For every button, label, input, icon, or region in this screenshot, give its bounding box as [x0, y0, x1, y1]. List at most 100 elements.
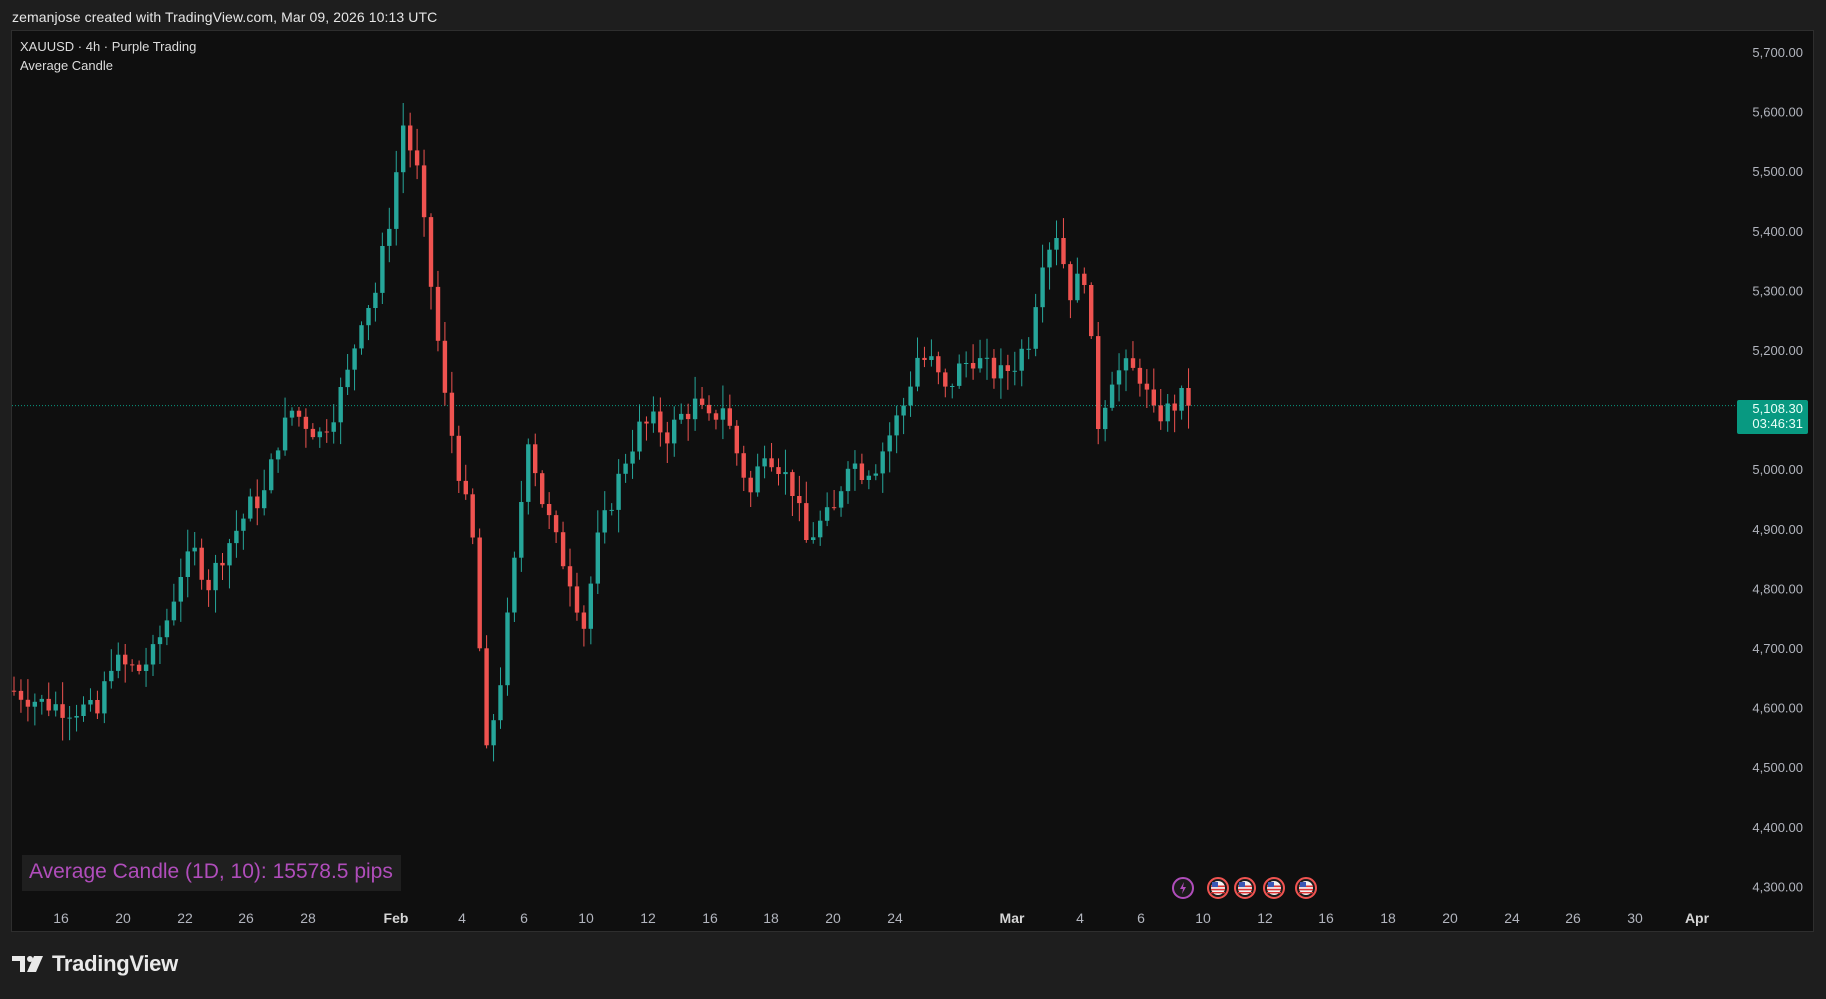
- candle: [1116, 353, 1122, 402]
- candle: [818, 510, 823, 546]
- candle: [811, 522, 816, 544]
- y-tick-label: 5,600.00: [1752, 105, 1803, 120]
- candle: [1061, 218, 1066, 269]
- candle: [95, 690, 100, 719]
- candle: [338, 377, 343, 445]
- candle: [408, 112, 413, 168]
- candle: [505, 597, 510, 696]
- candle: [255, 479, 260, 526]
- candle: [262, 469, 267, 516]
- candle: [39, 694, 44, 715]
- x-tick-label: 18: [1380, 910, 1396, 926]
- candle: [581, 605, 587, 647]
- last-price-value: 5,108.30: [1752, 401, 1803, 416]
- candle: [456, 425, 461, 493]
- candle: [984, 338, 990, 380]
- candle: [1075, 257, 1080, 303]
- indicator-legend[interactable]: Average Candle: [20, 58, 113, 73]
- indicator-value-text: Average Candle (1D, 10): 15578.5 pips: [29, 860, 393, 883]
- candle: [1151, 368, 1156, 413]
- candle: [776, 458, 781, 486]
- candle: [838, 486, 844, 517]
- us-flag-icon[interactable]: [1295, 877, 1317, 899]
- candle: [1089, 282, 1094, 339]
- candle: [1172, 394, 1177, 433]
- candle: [588, 576, 593, 645]
- candle: [630, 429, 635, 479]
- candle: [491, 714, 496, 762]
- us-flag-icon[interactable]: [1207, 877, 1229, 899]
- candle: [651, 396, 656, 433]
- candle: [345, 354, 350, 395]
- candle: [206, 569, 211, 607]
- candle: [637, 404, 642, 460]
- y-tick-label: 4,600.00: [1752, 701, 1803, 716]
- x-tick-label: 20: [825, 910, 841, 926]
- chart-pane[interactable]: [11, 30, 1814, 932]
- candle: [1165, 394, 1170, 432]
- candle: [533, 433, 538, 487]
- x-tick-label: 4: [1076, 910, 1084, 926]
- candle: [74, 704, 79, 732]
- indicator-value-box: Average Candle (1D, 10): 15578.5 pips: [22, 855, 401, 891]
- candle: [498, 667, 503, 729]
- candle: [797, 475, 802, 522]
- y-tick-label: 4,400.00: [1752, 820, 1803, 835]
- last-price-label: 5,108.30 03:46:31: [1737, 400, 1808, 434]
- y-tick-label: 5,500.00: [1752, 164, 1803, 179]
- candle: [1005, 354, 1010, 390]
- candle: [741, 445, 746, 491]
- candle: [908, 371, 913, 417]
- candle: [414, 128, 420, 180]
- x-tick-label: 18: [763, 910, 779, 926]
- candle: [442, 322, 448, 406]
- x-tick-label: 6: [1137, 910, 1145, 926]
- x-tick-label: 22: [177, 910, 193, 926]
- candle: [685, 403, 691, 441]
- y-tick-label: 4,800.00: [1752, 581, 1803, 596]
- bar-countdown: 03:46:31: [1752, 416, 1803, 431]
- candle: [484, 635, 489, 749]
- candle: [477, 528, 482, 652]
- candle: [873, 464, 878, 481]
- candle: [178, 558, 183, 622]
- candle: [755, 453, 760, 497]
- symbol-legend[interactable]: XAUUSD · 4h · Purple Trading: [20, 39, 197, 54]
- candle: [1054, 220, 1059, 266]
- candle: [602, 491, 607, 544]
- candle: [275, 447, 281, 473]
- candle: [282, 397, 288, 456]
- candle: [665, 421, 670, 463]
- candle: [157, 625, 163, 664]
- candle: [1137, 358, 1143, 397]
- candle: [546, 492, 552, 529]
- candle: [1040, 244, 1045, 323]
- candle: [1103, 400, 1108, 442]
- time-axis: 16 20 22 26 28 Feb 4 6 10 12 16 18 20 24 Mar 4 6 10 12 16 18…: [53, 910, 1709, 926]
- candle: [1179, 385, 1184, 420]
- y-tick-label: 4,700.00: [1752, 641, 1803, 656]
- candle: [553, 510, 559, 543]
- x-tick-label: 30: [1627, 910, 1643, 926]
- tradingview-brand[interactable]: TradingView: [12, 951, 178, 977]
- candle: [963, 351, 969, 378]
- us-flag-icon[interactable]: [1263, 877, 1285, 899]
- candle: [1096, 322, 1101, 445]
- candle: [880, 442, 885, 493]
- candle: [394, 150, 399, 246]
- candle: [401, 103, 406, 194]
- candle: [269, 453, 274, 494]
- candle: [1012, 351, 1017, 386]
- candle: [845, 461, 851, 504]
- candle: [380, 232, 385, 304]
- lightning-icon[interactable]: [1172, 877, 1194, 899]
- candle: [1158, 389, 1163, 430]
- x-tick-label: Mar: [1000, 910, 1025, 926]
- candle: [171, 583, 177, 626]
- x-tick-label: Apr: [1685, 910, 1710, 926]
- candle: [116, 642, 121, 679]
- candle: [519, 480, 524, 572]
- candle: [81, 696, 86, 722]
- us-flag-icon[interactable]: [1234, 877, 1256, 899]
